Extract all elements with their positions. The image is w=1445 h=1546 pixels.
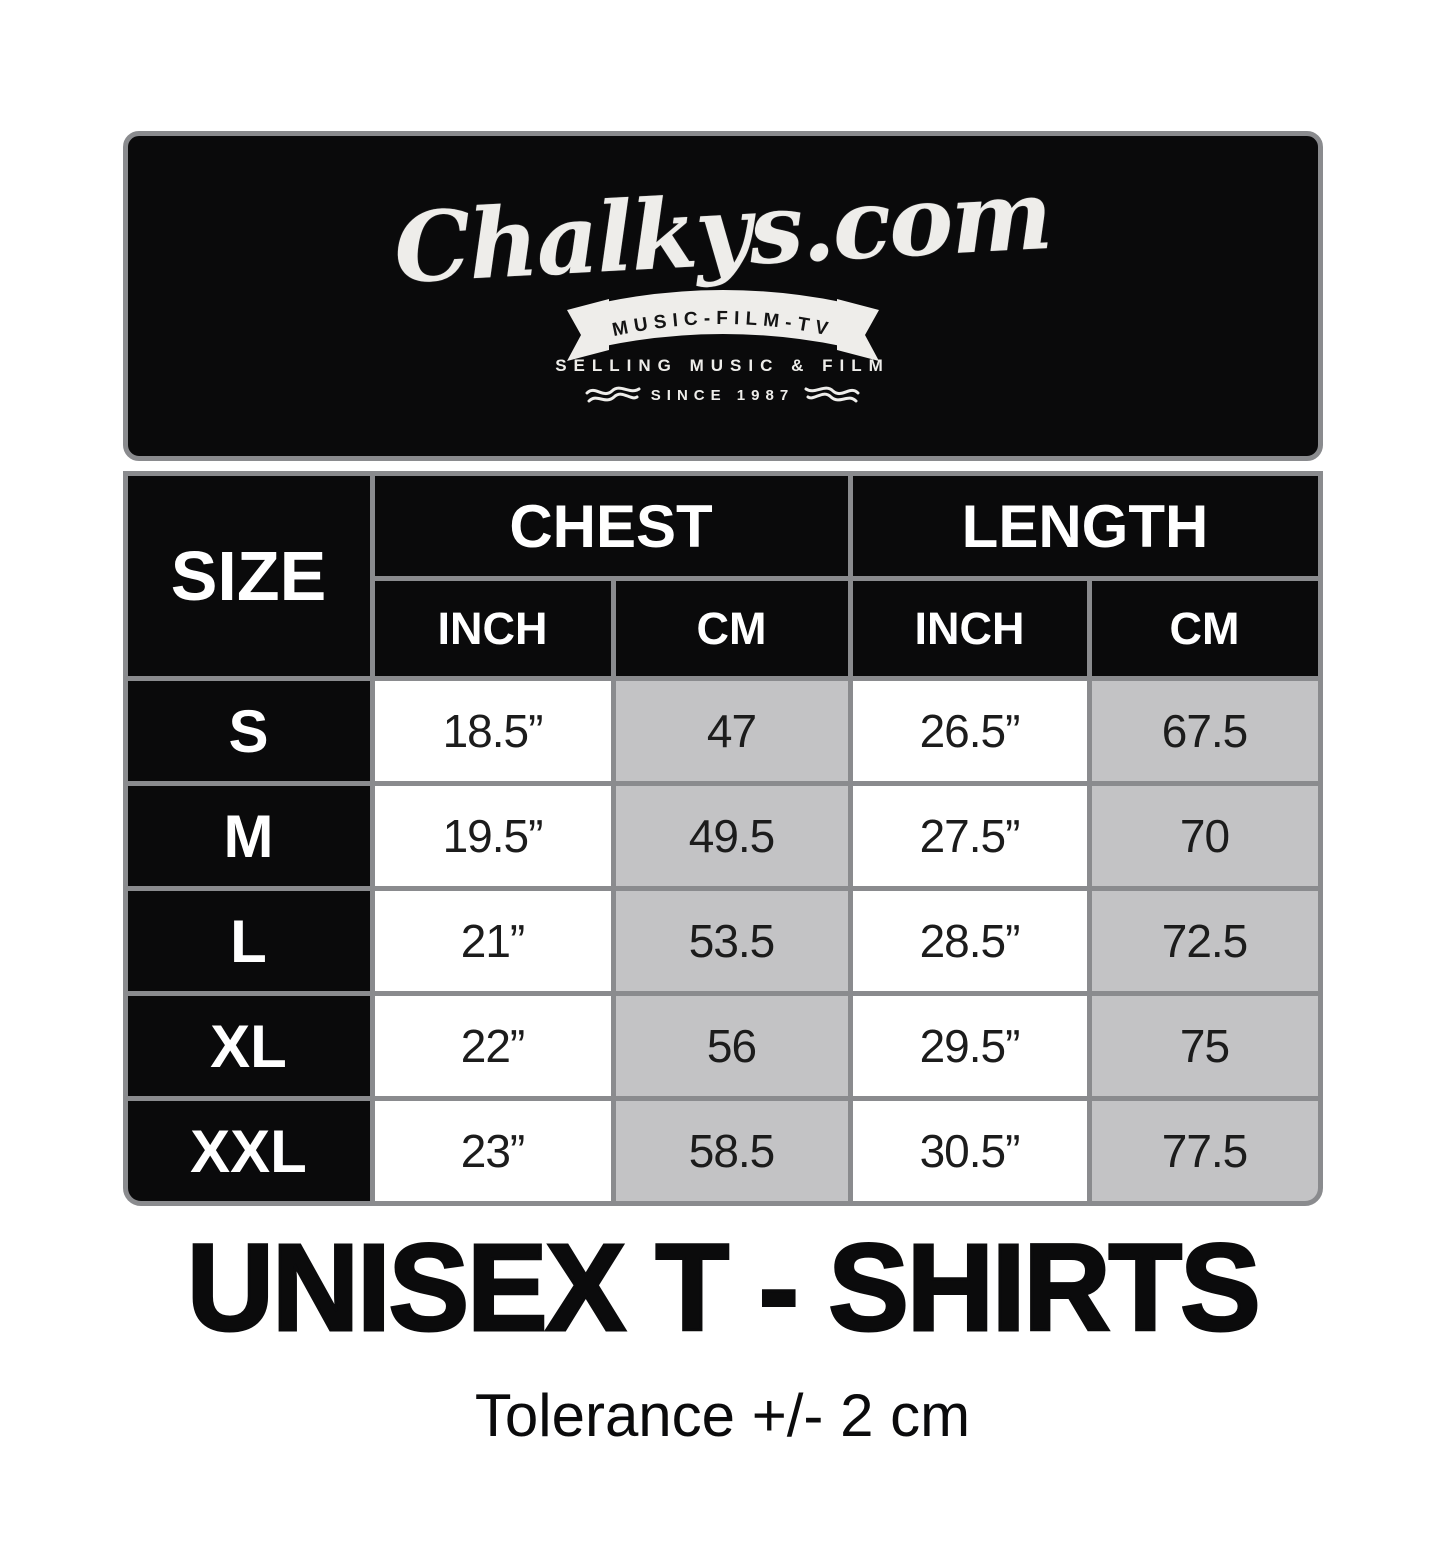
row-xl-length-cm: 75 bbox=[1091, 996, 1318, 1096]
row-l-chest-cm: 53.5 bbox=[615, 891, 848, 991]
row-s-chest-inch: 18.5” bbox=[374, 681, 611, 781]
flourish-right-icon bbox=[804, 384, 860, 406]
row-s-length-cm: 67.5 bbox=[1091, 681, 1318, 781]
row-xl-label: XL bbox=[127, 996, 370, 1096]
tolerance-note: Tolerance +/- 2 cm bbox=[474, 1382, 971, 1450]
size-table: SIZE CHEST LENGTH INCH CM INCH CM S 18.5… bbox=[122, 471, 1323, 1206]
row-s-length-inch: 26.5” bbox=[852, 681, 1087, 781]
flourish-left-icon bbox=[585, 384, 641, 406]
ribbon-banner: MUSIC-FILM-TV bbox=[553, 286, 893, 372]
header-length: LENGTH bbox=[852, 476, 1318, 576]
row-s-chest-cm: 47 bbox=[615, 681, 848, 781]
row-xl-chest-cm: 56 bbox=[615, 996, 848, 1096]
row-s-label: S bbox=[127, 681, 370, 781]
row-m-length-inch: 27.5” bbox=[852, 786, 1087, 886]
row-l-label: L bbox=[127, 891, 370, 991]
row-xl-length-inch: 29.5” bbox=[852, 996, 1087, 1096]
row-m-chest-inch: 19.5” bbox=[374, 786, 611, 886]
header-chest: CHEST bbox=[374, 476, 848, 576]
header-length-inch: INCH bbox=[852, 581, 1087, 676]
row-xxl-length-inch: 30.5” bbox=[852, 1101, 1087, 1201]
ribbon-icon: MUSIC-FILM-TV bbox=[566, 290, 879, 361]
row-xxl-label: XXL bbox=[127, 1101, 370, 1201]
logo-tagline: SELLING MUSIC & FILM bbox=[555, 356, 890, 375]
header-chest-cm: CM bbox=[615, 581, 848, 676]
row-xxl-chest-inch: 23” bbox=[374, 1101, 611, 1201]
row-m-label: M bbox=[127, 786, 370, 886]
row-m-length-cm: 70 bbox=[1091, 786, 1318, 886]
header-chest-inch: INCH bbox=[374, 581, 611, 676]
row-xxl-chest-cm: 58.5 bbox=[615, 1101, 848, 1201]
row-l-length-cm: 72.5 bbox=[1091, 891, 1318, 991]
row-l-length-inch: 28.5” bbox=[852, 891, 1087, 991]
header-length-cm: CM bbox=[1091, 581, 1318, 676]
row-m-chest-cm: 49.5 bbox=[615, 786, 848, 886]
header-size: SIZE bbox=[127, 476, 370, 676]
row-xl-chest-inch: 22” bbox=[374, 996, 611, 1096]
logo-since-row: SINCE 1987 bbox=[585, 384, 860, 406]
row-xxl-length-cm: 77.5 bbox=[1091, 1101, 1318, 1201]
brand-name: Chalkys.com bbox=[391, 157, 1054, 306]
logo-since: SINCE 1987 bbox=[650, 386, 795, 404]
page-title: UNISEX T - SHIRTS bbox=[185, 1220, 1262, 1357]
brand-logo-panel: Chalkys.com MUSIC-FILM-TV SELLING MUSIC … bbox=[122, 131, 1323, 461]
row-l-chest-inch: 21” bbox=[374, 891, 611, 991]
